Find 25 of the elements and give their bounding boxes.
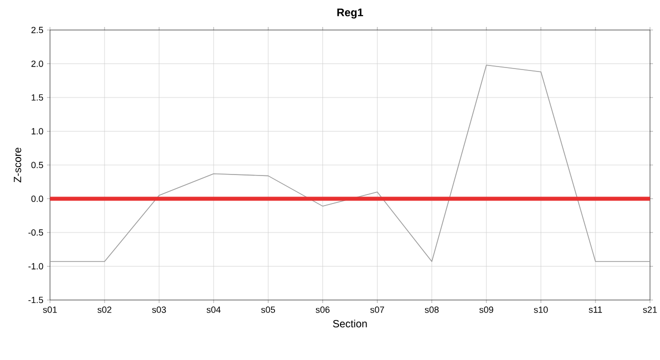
x-tick-label: s05 — [261, 306, 276, 313]
x-tick-label: s10 — [534, 306, 548, 313]
y-tick-label: 2.5 — [31, 26, 44, 34]
x-tick-label: s02 — [98, 306, 112, 313]
x-axis-title: Section — [333, 320, 367, 328]
x-tick-label: s03 — [152, 306, 166, 313]
y-tick-label: -1.0 — [28, 263, 44, 270]
x-tick-label: s11 — [588, 306, 602, 313]
y-tick-label: 1.0 — [32, 128, 44, 134]
x-tick-label: s08 — [424, 306, 439, 313]
chart-title: Reg1 — [337, 8, 364, 19]
y-tick-label: -0.5 — [28, 229, 44, 236]
line-series — [50, 64, 650, 262]
x-tick-label: s09 — [479, 306, 494, 313]
y-tick-label: 1.5 — [32, 94, 44, 101]
x-tick-label: s07 — [370, 306, 384, 313]
y-tick-label: 0.0 — [31, 196, 44, 202]
x-tick-label: s01 — [43, 306, 57, 313]
x-tick-label: s06 — [316, 306, 330, 313]
y-tick-label: 2.0 — [31, 60, 44, 67]
y-tick-label: -1.5 — [28, 296, 44, 304]
x-tick-label: s04 — [206, 306, 221, 313]
y-tick-label: 0.5 — [31, 162, 44, 168]
x-tick-label: s21 — [643, 306, 657, 313]
y-axis-title: Z-score — [14, 148, 22, 182]
